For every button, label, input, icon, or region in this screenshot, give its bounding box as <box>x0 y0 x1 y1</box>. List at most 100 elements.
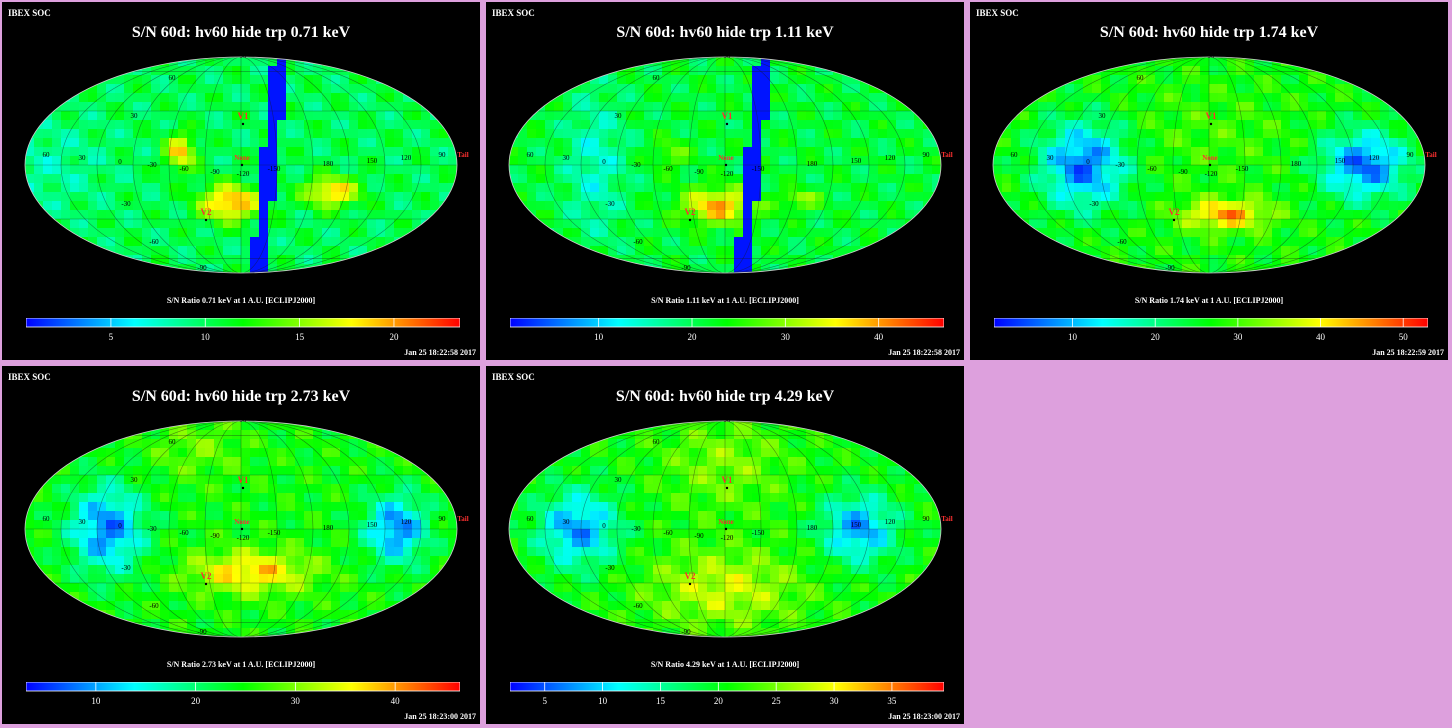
map-pixel <box>581 529 591 539</box>
map-pixel <box>1218 264 1228 273</box>
map-pixel <box>725 264 735 273</box>
map-pixel <box>842 192 852 202</box>
map-pixel <box>142 102 152 112</box>
map-pixel <box>106 84 116 94</box>
marker-label-v2: V2 <box>685 207 696 217</box>
map-pixel <box>1380 147 1390 157</box>
map-pixel <box>851 493 861 503</box>
map-pixel <box>187 610 197 620</box>
map-pixel <box>259 628 269 637</box>
map-pixel <box>1200 174 1210 184</box>
map-pixel <box>680 484 690 494</box>
map-pixel <box>295 66 305 76</box>
map-pixel <box>151 484 161 494</box>
map-pixel <box>797 147 807 157</box>
map-pixel <box>313 502 323 512</box>
map-pixel <box>527 484 537 494</box>
map-pixel <box>304 439 314 449</box>
map-pixel <box>376 111 386 121</box>
map-pixel <box>1254 66 1264 76</box>
map-pixel <box>878 475 888 485</box>
map-pixel <box>250 255 260 265</box>
map-pixel <box>1299 156 1309 166</box>
map-pixel <box>70 156 80 166</box>
map-pixel <box>518 520 528 530</box>
map-pixel <box>689 201 699 211</box>
map-pixel <box>752 439 762 449</box>
map-pixel <box>1227 219 1237 229</box>
lon-tick-label: 60 <box>43 515 51 523</box>
map-pixel <box>133 210 143 220</box>
map-pixel <box>214 255 224 265</box>
map-pixel <box>599 457 609 467</box>
map-pixel <box>752 174 762 184</box>
map-pixel <box>403 174 413 184</box>
map-pixel <box>1416 183 1425 193</box>
map-pixel <box>25 520 35 530</box>
map-pixel <box>1398 165 1408 175</box>
map-pixel <box>698 183 708 193</box>
map-pixel <box>680 129 690 139</box>
map-pixel <box>671 84 681 94</box>
map-pixel <box>806 565 816 575</box>
map-pixel <box>887 102 897 112</box>
map-pixel <box>680 520 690 530</box>
map-pixel <box>743 228 753 238</box>
map-pixel <box>1038 201 1048 211</box>
map-pixel <box>581 84 591 94</box>
map-pixel <box>617 430 627 440</box>
map-pixel <box>151 120 161 130</box>
map-pixel <box>1227 111 1237 121</box>
map-pixel <box>806 66 816 76</box>
map-pixel <box>1362 228 1372 238</box>
map-pixel <box>367 529 377 539</box>
map-pixel <box>752 255 762 265</box>
map-pixel <box>124 246 134 256</box>
map-pixel <box>752 466 762 476</box>
map-pixel <box>277 228 287 238</box>
map-pixel <box>1335 93 1345 103</box>
map-pixel <box>1371 192 1381 202</box>
map-pixel <box>205 237 215 247</box>
map-pixel <box>914 183 924 193</box>
map-pixel <box>878 147 888 157</box>
map-pixel <box>178 511 188 521</box>
map-pixel <box>88 147 98 157</box>
map-pixel <box>322 192 332 202</box>
map-pixel <box>1335 129 1345 139</box>
map-pixel <box>151 66 161 76</box>
org-label: IBEX SOC <box>976 8 1019 18</box>
map-pixel <box>232 66 242 76</box>
map-pixel <box>394 547 404 557</box>
map-pixel <box>1083 165 1093 175</box>
map-pixel <box>142 255 152 265</box>
map-pixel <box>806 439 816 449</box>
map-pixel <box>662 228 672 238</box>
map-pixel <box>1380 93 1390 103</box>
map-pixel <box>1065 129 1075 139</box>
map-pixel <box>115 246 125 256</box>
map-pixel <box>626 183 636 193</box>
map-pixel <box>608 174 618 184</box>
map-pixel <box>1101 183 1111 193</box>
map-pixel <box>851 547 861 557</box>
map-pixel <box>617 183 627 193</box>
map-pixel <box>187 75 197 85</box>
map-pixel <box>1209 237 1219 247</box>
panel-4: IBEX SOC S/N 60d: hv60 hide trp 4.29 keV… <box>486 366 964 724</box>
map-pixel <box>734 219 744 229</box>
map-pixel <box>914 219 924 229</box>
map-pixel <box>79 165 89 175</box>
map-pixel <box>617 66 627 76</box>
map-pixel <box>824 457 834 467</box>
map-pixel <box>1371 111 1381 121</box>
map-pixel <box>842 102 852 112</box>
map-pixel <box>1416 156 1425 166</box>
map-pixel <box>554 565 564 575</box>
map-pixel <box>1272 165 1282 175</box>
map-pixel <box>322 448 332 458</box>
map-pixel <box>142 183 152 193</box>
map-pixel <box>286 565 296 575</box>
map-pixel <box>97 457 107 467</box>
map-pixel <box>1200 156 1210 166</box>
